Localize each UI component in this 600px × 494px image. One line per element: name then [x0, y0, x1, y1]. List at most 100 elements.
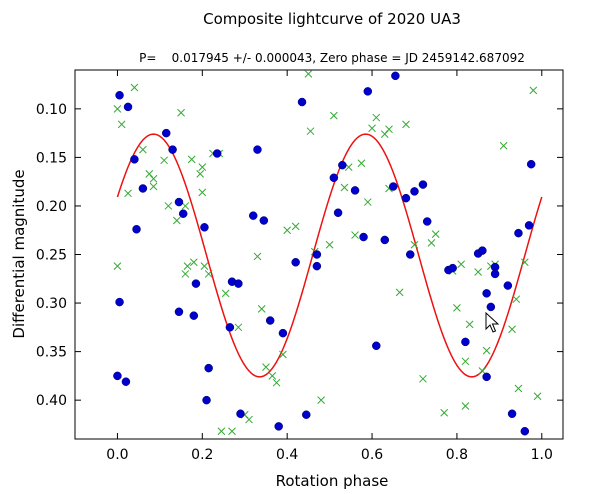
y-axis-label: Differential magnitude — [10, 169, 28, 338]
x-data-point — [234, 323, 243, 332]
x-data-point — [427, 238, 436, 247]
x-data-point — [198, 188, 207, 197]
fit-curve — [116, 133, 543, 378]
x-data-point — [164, 202, 173, 210]
x-data-point — [465, 320, 474, 329]
dot-data-point — [503, 281, 513, 290]
x-data-point — [272, 378, 281, 387]
dot-data-point — [486, 302, 496, 312]
x-data-point — [520, 258, 529, 267]
y-tick-label: 0.20 — [36, 199, 67, 215]
x-tick-label: 0.8 — [446, 447, 468, 463]
x-data-point — [221, 289, 230, 298]
x-data-point — [402, 120, 410, 129]
x-data-point — [196, 170, 205, 178]
dot-data-point — [200, 223, 209, 232]
x-marker-series — [113, 70, 542, 436]
dot-data-point — [115, 297, 124, 307]
x-data-point — [187, 155, 196, 164]
x-data-point — [363, 198, 372, 206]
x-data-point — [204, 270, 213, 278]
x-data-point — [181, 202, 190, 210]
dot-data-point — [191, 279, 201, 288]
dot-data-point — [236, 409, 245, 419]
dot-data-point — [410, 187, 419, 196]
dot-data-point — [212, 149, 222, 158]
dot-data-point — [448, 263, 457, 273]
x-data-point — [514, 384, 523, 393]
x-data-point — [113, 262, 122, 271]
x-data-point — [262, 363, 270, 371]
x-data-point — [461, 357, 470, 366]
x-data-point — [325, 240, 334, 249]
x-data-point — [461, 402, 470, 410]
x-data-point — [217, 427, 226, 436]
dot-data-point — [405, 250, 415, 259]
x-data-point — [198, 163, 207, 171]
x-data-point — [291, 222, 300, 231]
x-data-point — [372, 113, 381, 122]
x-data-point — [329, 111, 338, 120]
x-data-point — [130, 83, 139, 92]
dot-data-point — [507, 409, 517, 419]
x-data-point — [431, 230, 440, 238]
x-data-point — [160, 156, 168, 165]
x-tick-label: 0.6 — [361, 447, 383, 463]
dot-data-point — [253, 145, 262, 154]
dot-data-point — [178, 209, 188, 218]
x-data-point — [139, 145, 147, 154]
x-data-point — [351, 231, 359, 239]
x-axis-ticks: 0.0 0.2 0.4 0.6 0.8 1.0 — [106, 70, 553, 463]
y-tick-label: 0.15 — [36, 150, 67, 166]
chart-subtitle: P= 0.017945 +/- 0.000043, Zero phase = J… — [139, 51, 525, 65]
dot-data-point — [302, 410, 311, 419]
dot-data-point — [329, 173, 339, 183]
dot-data-point — [130, 155, 139, 164]
x-data-point — [453, 304, 461, 312]
x-data-point — [172, 216, 181, 225]
x-data-point — [245, 415, 253, 424]
x-data-point — [385, 125, 393, 134]
y-axis-ticks: 0.10 0.15 0.20 0.25 0.30 0.35 0.40 — [36, 102, 563, 409]
dot-data-point — [526, 159, 536, 169]
x-data-point — [357, 159, 366, 168]
x-data-point — [533, 392, 542, 401]
x-tick-label: 0.2 — [191, 447, 213, 463]
dot-marker-series — [113, 71, 536, 436]
dot-data-point — [359, 232, 368, 242]
x-data-point — [395, 288, 404, 297]
dot-data-point — [259, 216, 269, 225]
dot-data-point — [202, 395, 211, 405]
dot-data-point — [338, 160, 347, 170]
dot-data-point — [482, 289, 491, 298]
dot-data-point — [482, 372, 491, 382]
x-tick-label: 0.0 — [106, 447, 128, 463]
x-data-point — [457, 260, 466, 269]
x-data-point — [149, 174, 158, 183]
y-tick-label: 0.30 — [36, 296, 67, 312]
dot-data-point — [312, 261, 322, 271]
dot-data-point — [312, 250, 322, 259]
x-data-point — [304, 70, 313, 78]
dot-data-point — [132, 225, 141, 234]
x-data-point — [419, 374, 427, 383]
dot-data-point — [401, 193, 411, 203]
dot-data-point — [115, 90, 124, 100]
dot-data-point — [123, 102, 133, 112]
x-data-point — [149, 182, 158, 191]
dot-data-point — [514, 228, 523, 238]
y-tick-label: 0.40 — [36, 393, 67, 409]
x-data-point — [512, 295, 521, 304]
dot-data-point — [291, 258, 300, 267]
x-data-point — [306, 127, 315, 136]
dot-data-point — [520, 426, 530, 436]
x-data-point — [499, 141, 508, 150]
x-data-point — [124, 189, 132, 198]
dot-data-point — [161, 128, 171, 138]
x-data-point — [189, 258, 198, 267]
dot-data-point — [490, 269, 500, 279]
dot-data-point — [363, 87, 373, 96]
y-tick-label: 0.10 — [36, 102, 67, 118]
x-data-point — [257, 305, 266, 313]
dot-data-point — [478, 246, 487, 255]
